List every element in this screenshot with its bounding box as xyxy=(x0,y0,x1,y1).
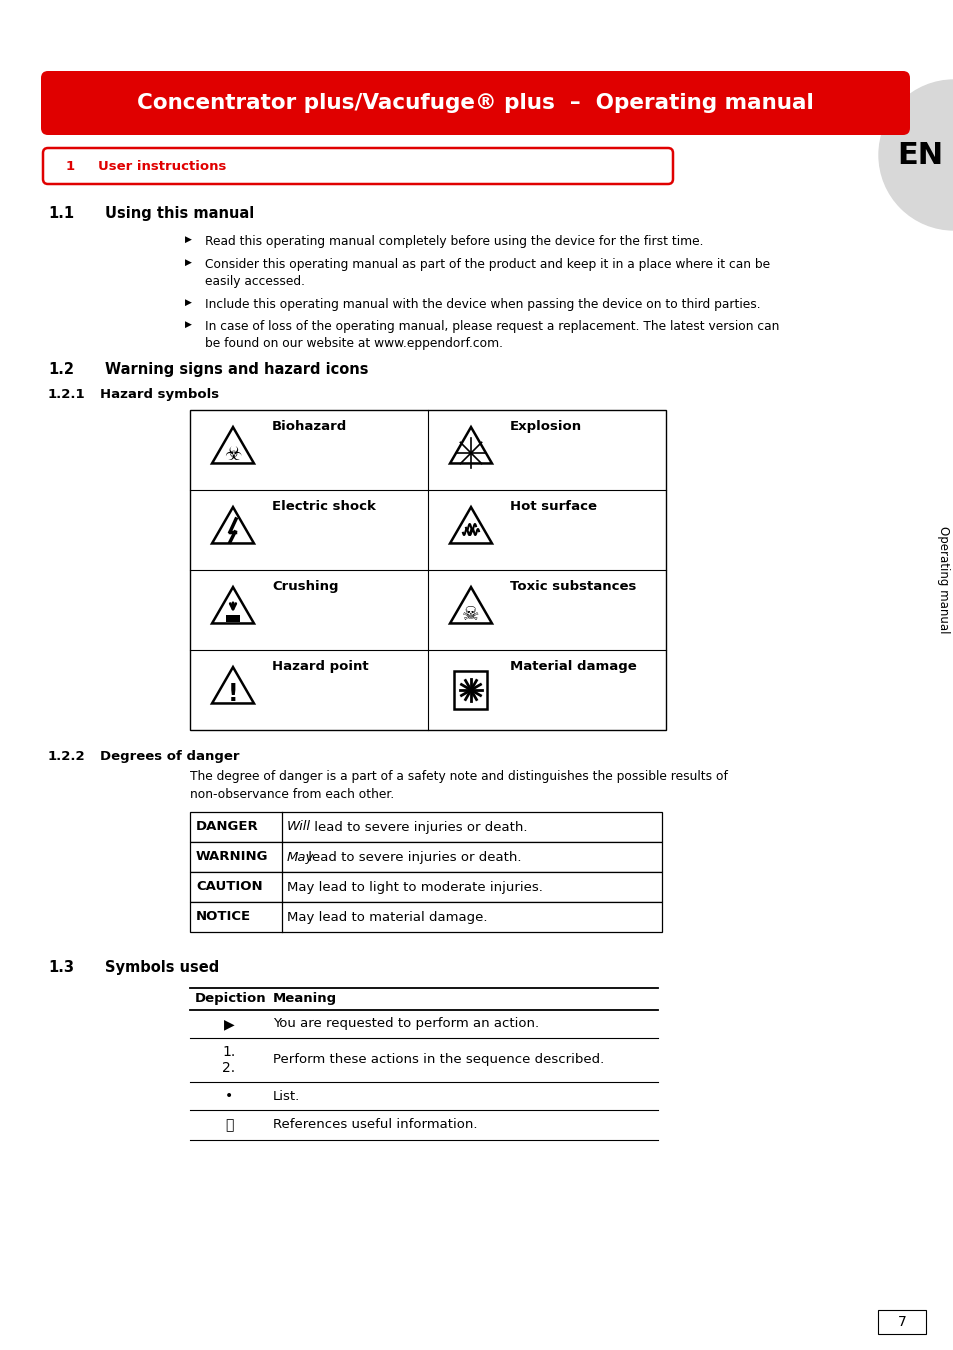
Polygon shape xyxy=(450,427,492,463)
Text: May lead to material damage.: May lead to material damage. xyxy=(287,910,487,923)
Bar xyxy=(190,842,661,872)
Text: Toxic substances: Toxic substances xyxy=(510,580,636,593)
Text: Symbols used: Symbols used xyxy=(105,960,219,975)
Text: Depiction: Depiction xyxy=(194,992,266,1004)
Text: User instructions: User instructions xyxy=(98,159,226,173)
Text: Hot surface: Hot surface xyxy=(510,500,597,513)
Bar xyxy=(226,616,240,622)
Text: Include this operating manual with the device when passing the device on to thir: Include this operating manual with the d… xyxy=(205,298,760,311)
Text: ☣: ☣ xyxy=(224,444,241,463)
Text: 1.
2.: 1. 2. xyxy=(222,1045,235,1075)
Text: !: ! xyxy=(228,682,238,706)
Text: WARNING: WARNING xyxy=(195,850,268,864)
Text: Operating manual: Operating manual xyxy=(937,526,949,633)
Text: DANGER: DANGER xyxy=(195,821,258,833)
Text: List.: List. xyxy=(273,1089,300,1103)
Text: ▶: ▶ xyxy=(185,298,192,306)
Text: 1.2.2: 1.2.2 xyxy=(48,751,86,763)
Text: Will: Will xyxy=(287,821,311,833)
Text: EN: EN xyxy=(896,140,943,170)
Text: lead to severe injuries or death.: lead to severe injuries or death. xyxy=(304,850,521,864)
Text: In case of loss of the operating manual, please request a replacement. The lates: In case of loss of the operating manual,… xyxy=(205,320,779,350)
Text: May: May xyxy=(287,850,314,864)
Text: Explosion: Explosion xyxy=(510,420,581,433)
FancyBboxPatch shape xyxy=(41,72,909,135)
Polygon shape xyxy=(212,427,253,463)
Bar xyxy=(190,872,661,902)
Text: ▶: ▶ xyxy=(185,258,192,267)
Text: Degrees of danger: Degrees of danger xyxy=(100,751,239,763)
Circle shape xyxy=(878,80,953,230)
Text: Electric shock: Electric shock xyxy=(272,500,375,513)
Text: CAUTION: CAUTION xyxy=(195,880,262,894)
Bar xyxy=(454,671,487,709)
Polygon shape xyxy=(212,508,253,544)
Bar xyxy=(877,1310,925,1334)
Text: NOTICE: NOTICE xyxy=(195,910,251,923)
Bar xyxy=(190,811,661,842)
Text: References useful information.: References useful information. xyxy=(273,1119,477,1131)
Text: •: • xyxy=(225,1089,233,1103)
Text: Consider this operating manual as part of the product and keep it in a place whe: Consider this operating manual as part o… xyxy=(205,258,769,288)
Polygon shape xyxy=(212,667,253,703)
Text: ☠: ☠ xyxy=(462,605,479,624)
Text: Warning signs and hazard icons: Warning signs and hazard icons xyxy=(105,362,368,377)
Text: Read this operating manual completely before using the device for the first time: Read this operating manual completely be… xyxy=(205,235,702,248)
Text: 1.2: 1.2 xyxy=(48,362,74,377)
FancyBboxPatch shape xyxy=(43,148,672,184)
Text: Hazard symbols: Hazard symbols xyxy=(100,387,219,401)
Text: 1: 1 xyxy=(66,159,75,173)
Text: ▶: ▶ xyxy=(185,320,192,329)
Bar xyxy=(190,410,665,730)
Bar xyxy=(190,902,661,932)
Text: 1.3: 1.3 xyxy=(48,960,74,975)
Text: Meaning: Meaning xyxy=(273,992,336,1004)
Text: ⓘ: ⓘ xyxy=(225,1118,233,1133)
Text: Crushing: Crushing xyxy=(272,580,338,593)
Text: ▶: ▶ xyxy=(185,235,192,244)
Text: You are requested to perform an action.: You are requested to perform an action. xyxy=(273,1018,538,1030)
Text: Material damage: Material damage xyxy=(510,660,636,674)
Polygon shape xyxy=(212,587,253,624)
Text: The degree of danger is a part of a safety note and distinguishes the possible r: The degree of danger is a part of a safe… xyxy=(190,769,727,801)
Text: Using this manual: Using this manual xyxy=(105,207,254,221)
Text: May lead to light to moderate injuries.: May lead to light to moderate injuries. xyxy=(287,880,542,894)
Polygon shape xyxy=(450,508,492,544)
Text: Perform these actions in the sequence described.: Perform these actions in the sequence de… xyxy=(273,1053,603,1066)
Text: Biohazard: Biohazard xyxy=(272,420,347,433)
Polygon shape xyxy=(450,587,492,624)
Text: Concentrator plus/Vacufuge® plus  –  Operating manual: Concentrator plus/Vacufuge® plus – Opera… xyxy=(136,93,813,113)
Text: lead to severe injuries or death.: lead to severe injuries or death. xyxy=(310,821,527,833)
Text: 7: 7 xyxy=(897,1315,905,1328)
Text: ▶: ▶ xyxy=(223,1017,234,1031)
Text: 1.1: 1.1 xyxy=(48,207,74,221)
Text: 1.2.1: 1.2.1 xyxy=(48,387,86,401)
Text: Hazard point: Hazard point xyxy=(272,660,368,674)
